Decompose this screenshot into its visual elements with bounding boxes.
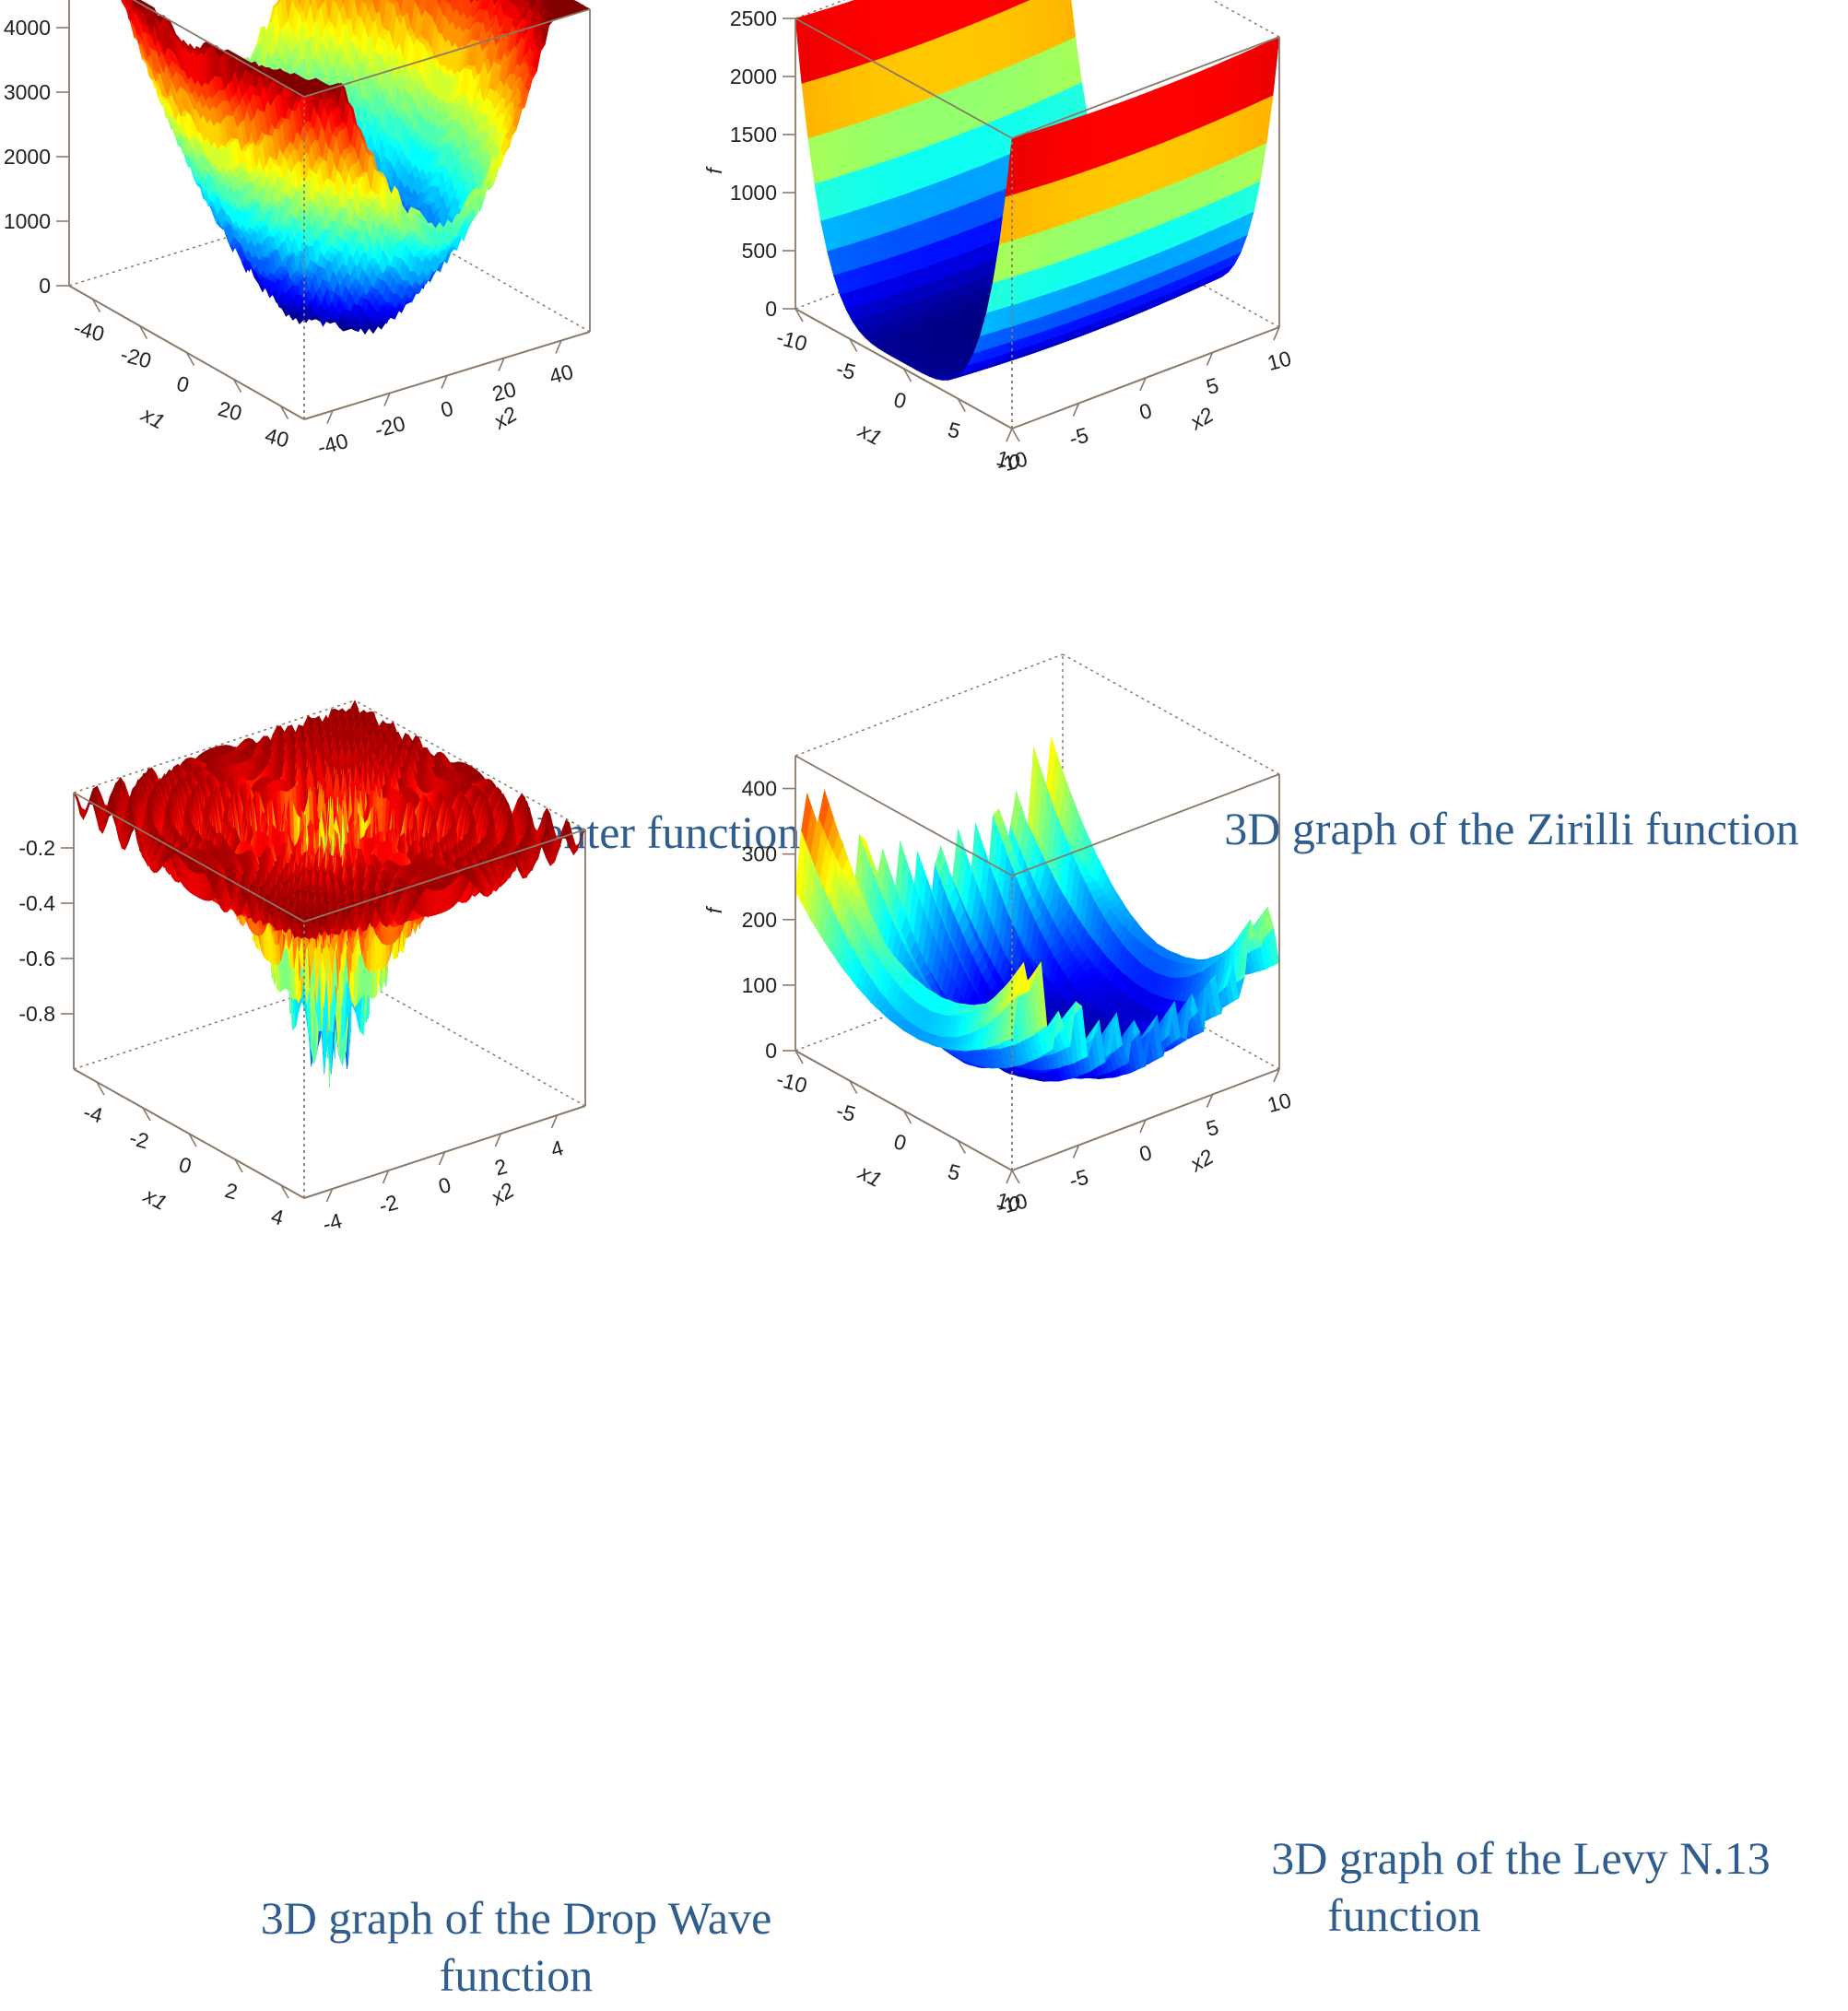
x-axis-label: x1 — [137, 402, 170, 434]
box-back-edge-2 — [1211, 0, 1280, 38]
x-tick-label: 0 — [174, 371, 192, 397]
x-tick-label: -40 — [71, 315, 107, 347]
y-tick-mark — [383, 393, 391, 406]
x-tick-label: 40 — [263, 423, 291, 453]
y-tick-mark — [555, 340, 562, 354]
y-tick-mark — [326, 410, 334, 424]
surface-mesh — [795, 0, 1280, 381]
zirilli-plot-panel: 0 500 1000 1500 2000 2500 f -10 -5 0 5 10 x1 -10 -5 0 5 1… — [702, 0, 1846, 700]
y-tick-mark — [441, 375, 448, 389]
zirilli-surface-plot: 05001000150020002500f-10-50510x1-10-5051… — [702, 0, 1294, 477]
y-tick-mark — [498, 358, 505, 371]
z-tick-label: 2000 — [4, 145, 51, 169]
z-tick-label: 1000 — [4, 209, 51, 233]
x-tick-mark — [91, 299, 101, 312]
venter-plot-panel: 01000200030004000f-40-2002040x1-40-20020… — [0, 0, 922, 700]
surface-mesh — [121, 0, 591, 335]
x-tick-label: 20 — [216, 396, 244, 426]
x-tick-mark — [185, 352, 195, 366]
box-back-edge-1 — [795, 0, 846, 19]
box-back-edge-3 — [68, 197, 356, 287]
x-tick-mark — [232, 379, 242, 393]
y-tick-label: -40 — [315, 429, 351, 460]
z-tick-label: 3000 — [4, 80, 51, 104]
y-tick-label: -20 — [372, 411, 408, 442]
venter-surface-plot: 01000200030004000f-40-2002040x1-40-20020… — [4, 0, 591, 460]
x-tick-label: -20 — [118, 342, 154, 373]
y-axis-label: x2 — [488, 402, 521, 434]
x-tick-mark — [279, 406, 289, 419]
surface-face — [121, 0, 123, 2]
y-tick-label: 40 — [547, 359, 575, 389]
surface-face — [121, 0, 124, 3]
z-tick-label: 0 — [39, 274, 51, 298]
y-tick-label: 20 — [489, 377, 518, 406]
surface-face — [477, 0, 479, 3]
x-tick-mark — [138, 325, 148, 339]
y-tick-label: 0 — [438, 396, 455, 422]
box-front-edge-3 — [132, 0, 305, 98]
z-tick-label: 4000 — [4, 16, 51, 40]
box-front-edge-4 — [303, 8, 591, 98]
